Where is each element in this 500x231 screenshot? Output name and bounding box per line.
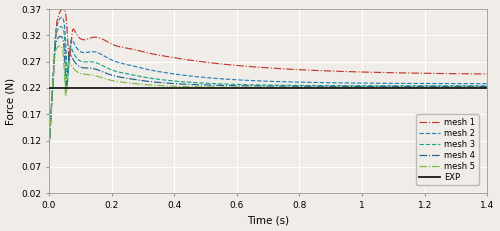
mesh 1 [428, 72, 434, 75]
mesh 2 [233, 78, 239, 81]
mesh 5 [428, 86, 434, 89]
mesh 3 [46, 150, 52, 152]
mesh 4 [214, 84, 220, 87]
mesh 5 [476, 86, 482, 89]
mesh 1 [476, 73, 482, 75]
Line: mesh 2: mesh 2 [49, 17, 488, 151]
mesh 3 [122, 72, 128, 75]
mesh 1 [96, 36, 102, 39]
mesh 3 [428, 85, 434, 87]
mesh 3 [214, 82, 220, 85]
mesh 1 [122, 46, 128, 49]
mesh 4 [476, 85, 482, 88]
mesh 1 [214, 62, 220, 65]
mesh 2 [476, 82, 482, 85]
mesh 2 [214, 77, 220, 80]
mesh 2 [428, 82, 434, 85]
mesh 4 [96, 69, 102, 72]
Line: mesh 5: mesh 5 [49, 46, 488, 151]
mesh 5 [56, 45, 62, 47]
mesh 5 [46, 150, 52, 152]
mesh 2 [484, 82, 490, 85]
mesh 3 [96, 63, 102, 65]
mesh 3 [58, 25, 64, 28]
mesh 5 [484, 86, 490, 89]
mesh 4 [46, 150, 52, 152]
mesh 1 [46, 150, 52, 152]
mesh 3 [484, 85, 490, 87]
mesh 4 [484, 85, 490, 88]
X-axis label: Time (s): Time (s) [247, 216, 289, 225]
mesh 1 [233, 64, 239, 67]
Line: mesh 3: mesh 3 [49, 27, 488, 151]
mesh 4 [428, 85, 434, 88]
mesh 1 [484, 73, 490, 75]
EXP [46, 87, 52, 89]
mesh 3 [233, 83, 239, 86]
mesh 3 [476, 85, 482, 87]
mesh 5 [122, 81, 128, 84]
Line: mesh 1: mesh 1 [49, 9, 488, 151]
Line: mesh 4: mesh 4 [49, 36, 488, 151]
Legend: mesh 1, mesh 2, mesh 3, mesh 4, mesh 5, EXP: mesh 1, mesh 2, mesh 3, mesh 4, mesh 5, … [416, 114, 479, 185]
mesh 4 [122, 76, 128, 79]
mesh 2 [46, 150, 52, 152]
mesh 1 [60, 8, 66, 10]
mesh 4 [58, 35, 64, 38]
mesh 2 [58, 16, 64, 19]
mesh 2 [96, 52, 102, 55]
mesh 5 [96, 76, 102, 78]
mesh 5 [214, 86, 220, 88]
mesh 2 [122, 63, 128, 65]
Y-axis label: Force (N): Force (N) [6, 78, 16, 125]
mesh 4 [233, 84, 239, 87]
mesh 5 [233, 86, 239, 89]
EXP [359, 87, 365, 89]
